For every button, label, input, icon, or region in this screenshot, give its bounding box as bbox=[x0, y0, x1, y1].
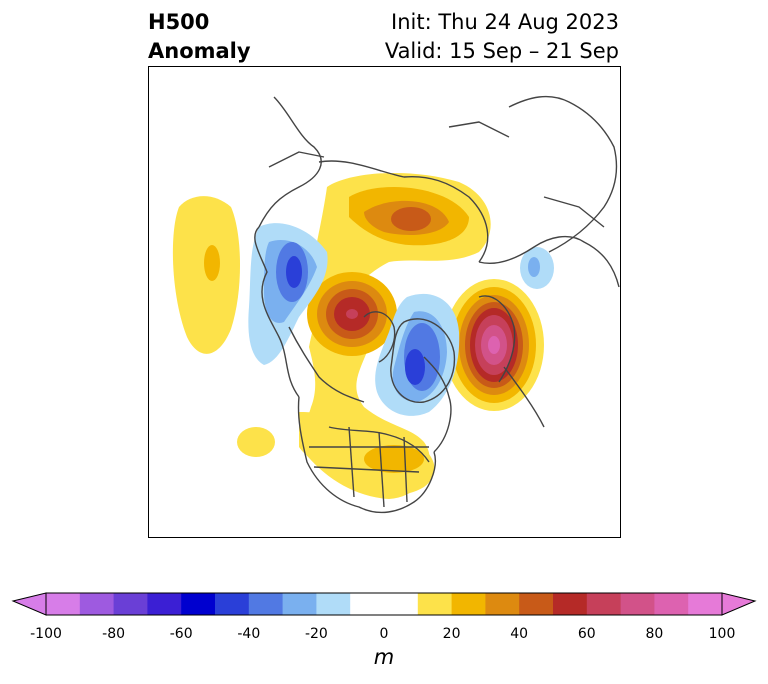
colorbar-tick-label: -40 bbox=[237, 626, 261, 642]
colorbar-cell bbox=[181, 593, 216, 615]
arctic-high-l5 bbox=[346, 309, 358, 319]
anomaly-map bbox=[148, 66, 621, 538]
colorbar bbox=[0, 585, 768, 645]
us-high-inner bbox=[364, 445, 424, 473]
colorbar-tick-label: 60 bbox=[577, 626, 596, 642]
colorbar-cell bbox=[215, 593, 250, 615]
colorbar-tick-label: -100 bbox=[30, 626, 62, 642]
chart-title-right: Init: Thu 24 Aug 2023 Valid: 15 Sep – 21… bbox=[385, 8, 619, 66]
colorbar-cell bbox=[620, 593, 655, 615]
colorbar-cell bbox=[248, 593, 284, 615]
colorbar-cell bbox=[485, 593, 520, 615]
variable-label: H500 bbox=[148, 10, 210, 34]
pacific-small-high bbox=[237, 427, 275, 457]
colorbar-cell bbox=[46, 593, 81, 615]
valid-label: Valid: 15 Sep – 21 Sep bbox=[384, 39, 619, 63]
colorbar-tick-label: 40 bbox=[510, 626, 529, 642]
colorbar-right-extension bbox=[721, 592, 757, 616]
colorbar-cell bbox=[316, 593, 351, 615]
colorbar-tick-label: -60 bbox=[169, 626, 193, 642]
greenland-low-core bbox=[405, 349, 425, 385]
colorbar-tick-label: -80 bbox=[102, 626, 126, 642]
map-canvas bbox=[172, 95, 620, 514]
colorbar-tick-label: 80 bbox=[645, 626, 664, 642]
arctic-band-outer bbox=[302, 172, 491, 499]
colorbar-cell bbox=[688, 593, 723, 615]
colorbar-cell bbox=[147, 593, 182, 615]
europe-high-l8 bbox=[488, 336, 500, 354]
asia-low-core bbox=[528, 257, 540, 277]
colorbar-cell bbox=[654, 593, 689, 615]
kind-label: Anomaly bbox=[148, 39, 251, 63]
colorbar-cell bbox=[79, 593, 115, 615]
colorbar-left-extension bbox=[11, 592, 47, 616]
negative-anomaly-contours bbox=[248, 223, 554, 416]
colorbar-cell bbox=[113, 593, 148, 615]
colorbar-tick-label: 20 bbox=[442, 626, 461, 642]
alaska-low-core bbox=[286, 256, 302, 288]
coastlines bbox=[254, 95, 620, 514]
colorbar-cell bbox=[384, 593, 419, 615]
colorbar-tick-label: 0 bbox=[379, 626, 389, 642]
siberia-high-core bbox=[391, 207, 431, 231]
chart-title-left: H500 Anomaly bbox=[148, 8, 251, 66]
colorbar-cell bbox=[519, 593, 554, 615]
colorbar-cell bbox=[451, 593, 486, 615]
init-label: Init: Thu 24 Aug 2023 bbox=[391, 10, 619, 34]
colorbar-cell bbox=[586, 593, 622, 615]
colorbar-svg bbox=[11, 592, 757, 616]
colorbar-tick-label: 100 bbox=[708, 626, 736, 642]
colorbar-tick-label: -20 bbox=[304, 626, 328, 642]
colorbar-cell bbox=[417, 593, 453, 615]
colorbar-cell bbox=[553, 593, 588, 615]
colorbar-cell bbox=[350, 593, 385, 615]
colorbar-frame bbox=[45, 592, 723, 616]
positive-anomaly-contours bbox=[172, 172, 544, 499]
colorbar-cells bbox=[46, 593, 723, 615]
pacific-high-inner bbox=[204, 245, 220, 281]
colorbar-cell bbox=[282, 593, 317, 615]
colorbar-unit-label: m bbox=[373, 645, 395, 669]
